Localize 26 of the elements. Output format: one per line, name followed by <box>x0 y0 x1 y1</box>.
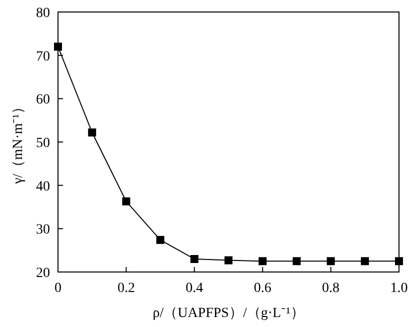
point <box>360 257 369 266</box>
y-tick-label: 70 <box>36 49 50 64</box>
point <box>292 257 301 266</box>
point <box>88 128 96 136</box>
x-tick-label: 0.6 <box>254 281 272 296</box>
x-tick-label: 0.8 <box>322 281 340 296</box>
y-tick-label: 20 <box>36 266 50 281</box>
y-tick-label: 60 <box>36 92 50 108</box>
y-tick-label: 80 <box>36 6 50 21</box>
point <box>122 197 130 206</box>
point <box>395 257 403 266</box>
x-tick-label: 0 <box>54 281 62 296</box>
x-tick-label: 1.0 <box>390 281 408 296</box>
y-axis-title: γ/（mN·m⁻¹） <box>11 100 26 185</box>
point <box>156 236 164 244</box>
x-axis-title: ρ/（UAPFPS）/（g·L⁻¹） <box>152 306 304 321</box>
y-tick-label: 40 <box>36 179 50 194</box>
x-tick-label: 0.4 <box>186 281 204 296</box>
y-tick-label: 30 <box>36 222 50 238</box>
point <box>258 257 267 266</box>
point <box>224 256 232 264</box>
x-tick-label: 0.2 <box>117 281 135 296</box>
point <box>190 255 198 263</box>
y-tick-label: 50 <box>36 136 50 151</box>
point <box>54 42 62 51</box>
point <box>326 257 335 266</box>
